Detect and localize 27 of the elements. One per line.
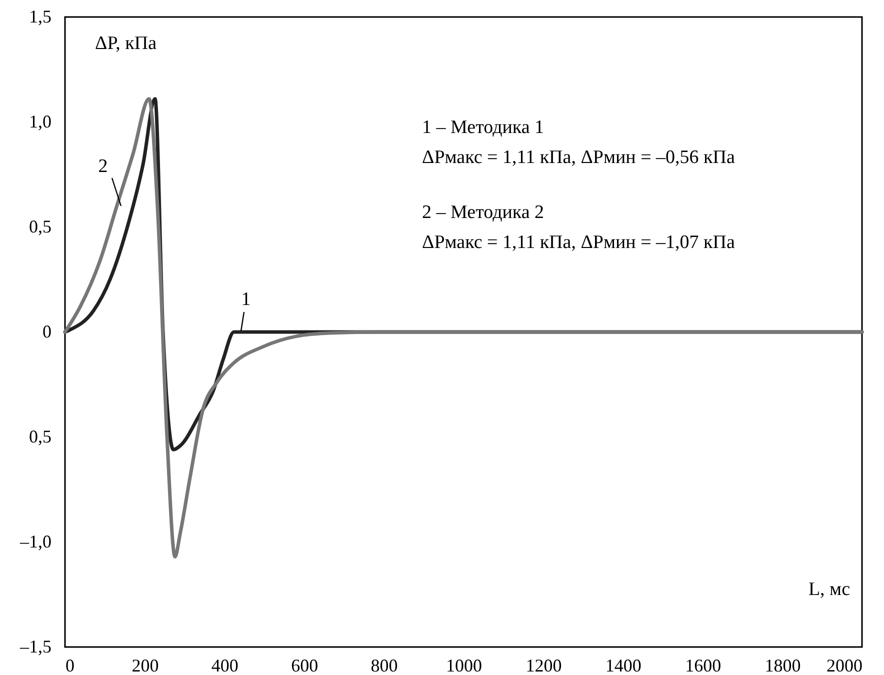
x-tick-label: 2000 <box>826 656 862 675</box>
x-axis-title: L, мс <box>808 579 850 600</box>
annotation: ΔPмакс = 1,11 кПа, ΔPмин = –0,56 кПа <box>422 147 736 168</box>
y-tick-label: 0,5 <box>29 216 52 236</box>
x-tick-label: 600 <box>291 656 318 675</box>
x-tick-label: 200 <box>132 656 159 675</box>
x-tick-label: 1000 <box>446 656 482 675</box>
y-tick-label: –1,0 <box>19 532 52 552</box>
x-tick-label: 1200 <box>526 656 562 675</box>
y-axis-title: ΔP, кПа <box>95 33 158 54</box>
x-tick-label: 400 <box>211 656 238 675</box>
x-tick-label: 0 <box>66 656 74 675</box>
annotation: ΔPмакс = 1,11 кПа, ΔPмин = –1,07 кПа <box>422 232 736 253</box>
annotation: 2 – Методика 2 <box>422 202 544 223</box>
x-tick-label: 800 <box>370 656 398 675</box>
line-series <box>63 97 864 558</box>
y-tick-label: –1,5 <box>19 636 52 656</box>
y-tick-label: 1,5 <box>29 6 52 26</box>
series-label: 2 <box>98 156 108 177</box>
y-tick-label: 0,5 <box>29 426 52 446</box>
x-tick-label: 1800 <box>764 656 801 675</box>
y-tick-label: 1,0 <box>29 112 52 132</box>
series-label: 1 <box>241 289 251 310</box>
x-tick-label: 1600 <box>685 656 722 675</box>
x-tick-label: 1400 <box>605 656 642 675</box>
annotation: 1 – Методика 1 <box>422 117 544 138</box>
y-tick-label: 0 <box>42 322 52 342</box>
